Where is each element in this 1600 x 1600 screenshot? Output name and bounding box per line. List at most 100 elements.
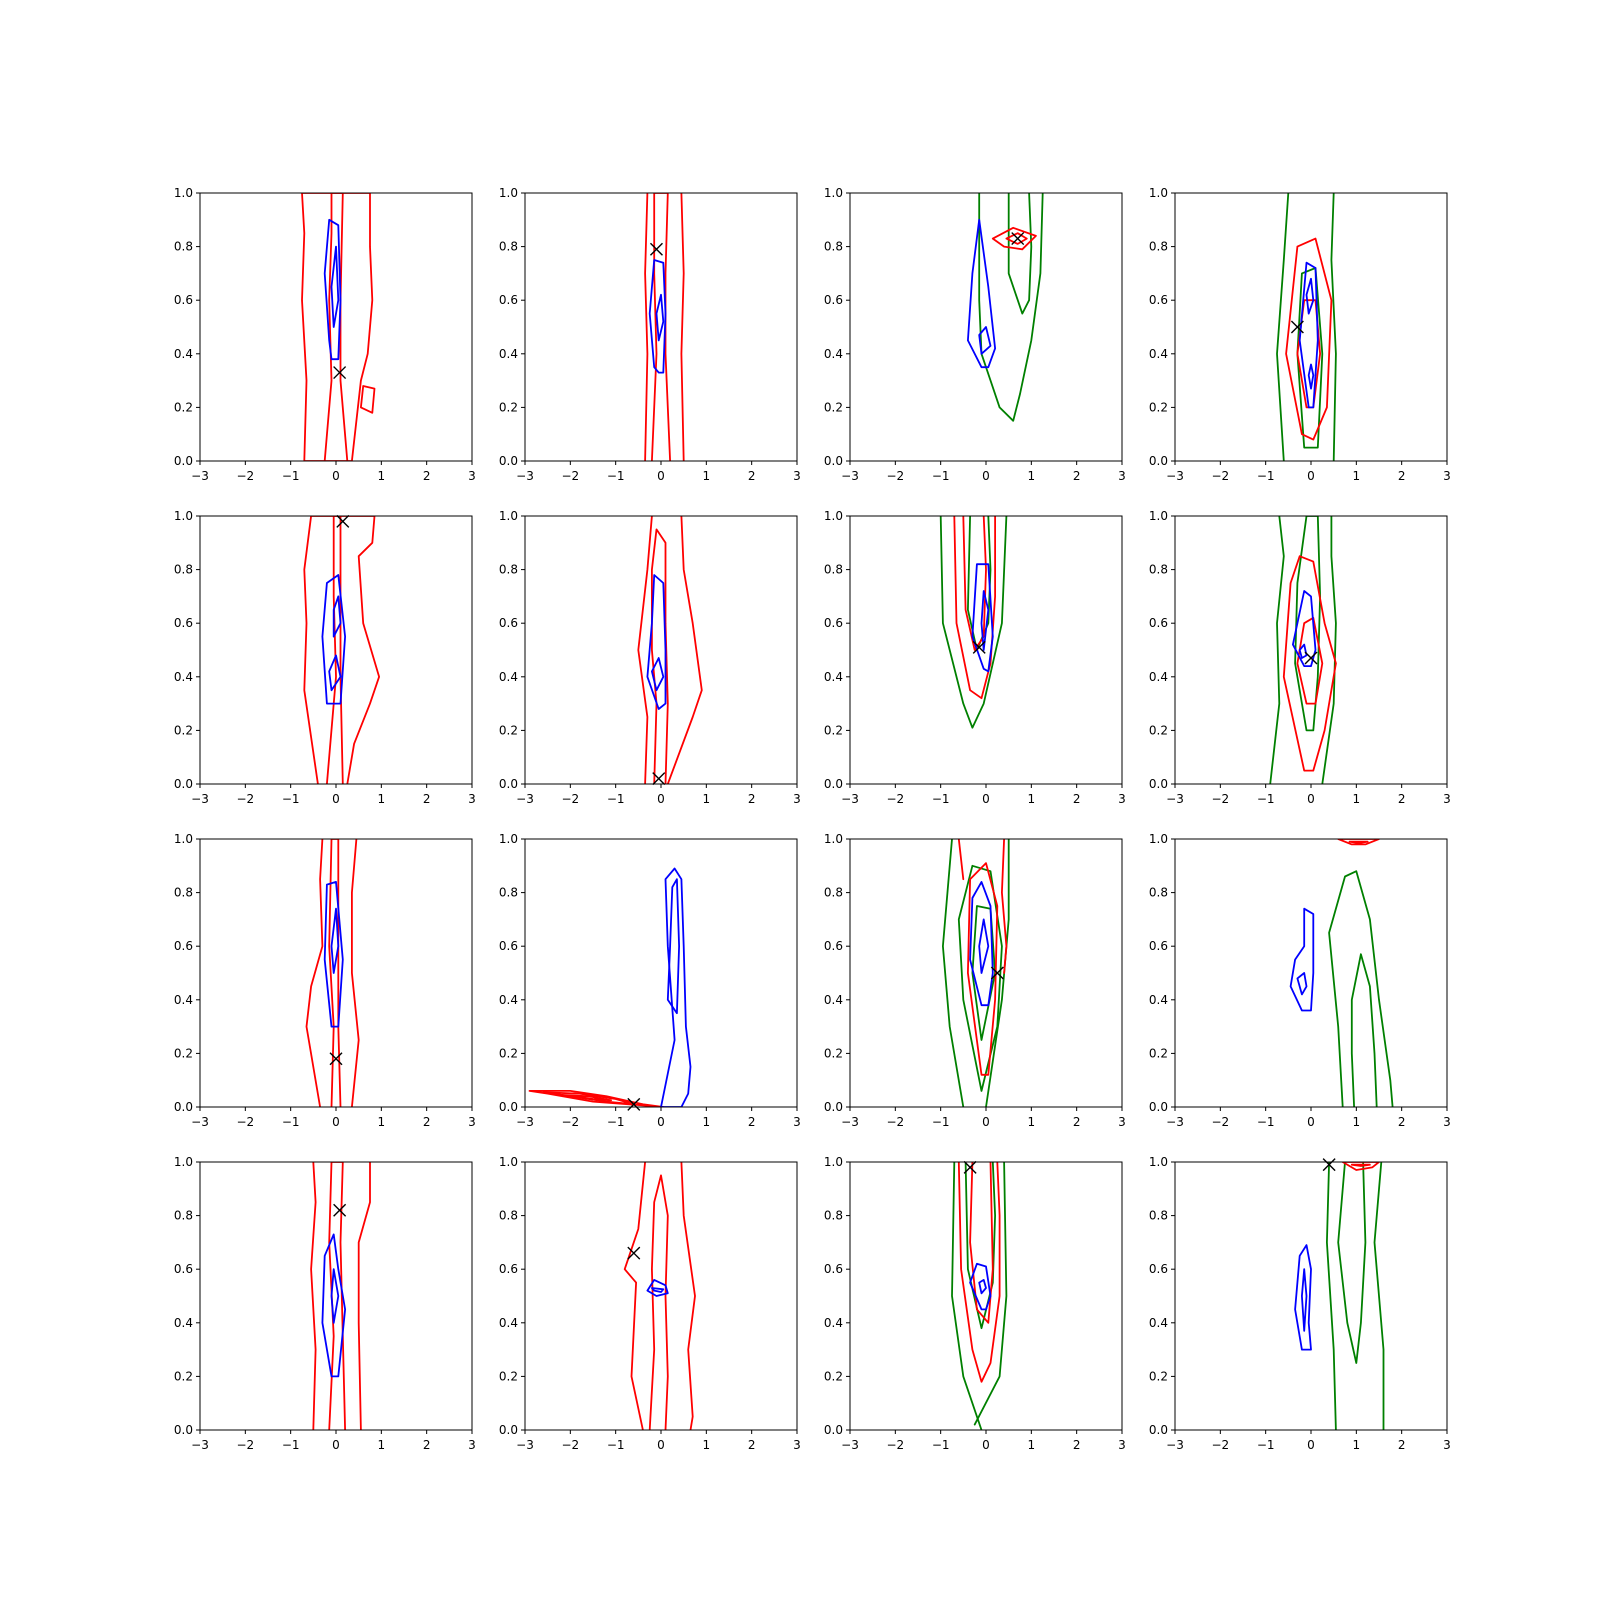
- contour-line-blue-5: [978, 326, 992, 355]
- x-tick-label: 0: [1307, 1438, 1315, 1452]
- contour-line-blue-5: [1292, 590, 1317, 667]
- x-tick-label: 0: [1307, 469, 1315, 483]
- x-tick-label: −2: [561, 1438, 579, 1452]
- x-marker: [990, 966, 1004, 980]
- x-tick-label: −3: [191, 469, 209, 483]
- y-tick-label: 0.2: [499, 1369, 518, 1383]
- contour-line-blue-2: [321, 574, 346, 705]
- x-tick-label: −2: [561, 1115, 579, 1129]
- x-tick-label: −1: [1257, 792, 1275, 806]
- x-marker: [333, 1203, 347, 1217]
- y-tick-label: 0.4: [824, 347, 843, 361]
- y-tick-label: 0.4: [824, 670, 843, 684]
- x-tick-label: −1: [282, 792, 300, 806]
- y-tick-label: 0.8: [174, 1209, 193, 1223]
- y-tick-label: 0.4: [824, 993, 843, 1007]
- y-tick-label: 1.0: [824, 509, 843, 523]
- x-tick-label: −3: [841, 1438, 859, 1452]
- y-tick-label: 0.2: [174, 1046, 193, 1060]
- contour-line-green-1: [1321, 516, 1337, 784]
- x-tick-label: 0: [982, 1115, 990, 1129]
- y-tick-label: 0.4: [824, 1316, 843, 1330]
- subplot-r2-c0: 0.0 0.2 0.4 0.6 0.8 1.0 −3 −2 −1 0 1 2 3: [174, 832, 476, 1129]
- y-tick-label: 0.4: [1149, 670, 1168, 684]
- x-tick-label: 1: [378, 1115, 386, 1129]
- y-tick-label: 0.6: [499, 1262, 518, 1276]
- y-tick-label: 0.8: [824, 1209, 843, 1223]
- y-tick-label: 0.0: [174, 777, 193, 791]
- x-tick-label: 1: [1028, 1438, 1036, 1452]
- y-tick-label: 0.0: [499, 454, 518, 468]
- x-marker-stroke: [649, 242, 663, 256]
- contour-line-blue-8: [978, 918, 990, 974]
- x-tick-label: −1: [932, 792, 950, 806]
- y-tick-label: 0.4: [1149, 993, 1168, 1007]
- y-tick-label: 0.8: [174, 240, 193, 254]
- x-marker: [336, 514, 350, 528]
- x-marker: [649, 242, 663, 256]
- y-tick-label: 0.0: [824, 777, 843, 791]
- contour-line-blue-3: [646, 1279, 669, 1297]
- x-tick-label: −3: [516, 1438, 534, 1452]
- y-tick-label: 0.6: [174, 293, 193, 307]
- x-tick-label: 2: [1398, 469, 1406, 483]
- x-tick-label: −2: [886, 1115, 904, 1129]
- y-tick-label: 1.0: [1149, 509, 1168, 523]
- y-tick-label: 0.0: [1149, 777, 1168, 791]
- y-tick-label: 0.8: [1149, 1209, 1168, 1223]
- x-tick-label: 1: [703, 792, 711, 806]
- x-tick-label: −1: [1257, 1115, 1275, 1129]
- contour-line-green-3: [971, 905, 996, 1041]
- y-tick-label: 1.0: [1149, 1155, 1168, 1169]
- contour-line-red-0: [305, 839, 324, 1107]
- x-tick-label: 3: [1118, 792, 1126, 806]
- contour-line-blue-3: [328, 654, 342, 692]
- subplot-r1-c0: 0.0 0.2 0.4 0.6 0.8 1.0 −3 −2 −1 0 1 2 3: [174, 509, 476, 806]
- x-tick-label: 3: [468, 1438, 476, 1452]
- x-tick-label: 0: [982, 792, 990, 806]
- y-tick-label: 1.0: [824, 832, 843, 846]
- y-tick-label: 0.0: [1149, 454, 1168, 468]
- x-marker-stroke: [1304, 651, 1318, 665]
- x-marker-stroke: [627, 1246, 641, 1260]
- x-tick-label: −3: [1166, 1115, 1184, 1129]
- x-tick-label: 3: [468, 792, 476, 806]
- contour-line-blue-4: [332, 595, 342, 638]
- contour-group: [967, 193, 1044, 422]
- x-tick-label: −2: [561, 469, 579, 483]
- x-tick-label: −1: [607, 469, 625, 483]
- contour-line-blue-4: [967, 218, 996, 369]
- y-tick-label: 0.2: [174, 400, 193, 414]
- subplot-r2-c2: 0.0 0.2 0.4 0.6 0.8 1.0 −3 −2 −1 0 1 2 3: [824, 832, 1126, 1129]
- x-tick-label: −1: [607, 792, 625, 806]
- contour-line-red-3: [962, 516, 987, 651]
- contour-line-blue-3: [323, 881, 344, 1028]
- y-tick-label: 0.2: [499, 723, 518, 737]
- y-tick-label: 1.0: [174, 509, 193, 523]
- y-tick-label: 0.6: [824, 939, 843, 953]
- contour-line-blue-4: [971, 563, 994, 673]
- y-tick-label: 0.4: [499, 670, 518, 684]
- x-tick-label: 0: [332, 1438, 340, 1452]
- contour-line-red-2: [651, 193, 671, 461]
- x-tick-label: 3: [468, 1115, 476, 1129]
- contour-line-red-2: [953, 516, 996, 700]
- y-tick-label: 0.4: [174, 347, 193, 361]
- contour-line-blue-3: [323, 218, 342, 361]
- x-tick-label: 0: [332, 1115, 340, 1129]
- x-tick-label: −2: [1211, 469, 1229, 483]
- contour-line-green-1: [1373, 1162, 1385, 1430]
- x-tick-label: −3: [841, 469, 859, 483]
- subplot-r3-c0: 0.0 0.2 0.4 0.6 0.8 1.0 −3 −2 −1 0 1 2 3: [174, 1155, 476, 1452]
- x-marker: [1322, 1158, 1336, 1172]
- x-marker: [1304, 651, 1318, 665]
- x-tick-label: −3: [191, 792, 209, 806]
- y-tick-label: 1.0: [174, 186, 193, 200]
- y-tick-label: 0.8: [1149, 563, 1168, 577]
- contour-line-red-1: [680, 193, 685, 461]
- y-tick-label: 1.0: [499, 509, 518, 523]
- x-marker: [972, 640, 986, 654]
- y-tick-label: 1.0: [499, 1155, 518, 1169]
- y-tick-label: 0.2: [824, 723, 843, 737]
